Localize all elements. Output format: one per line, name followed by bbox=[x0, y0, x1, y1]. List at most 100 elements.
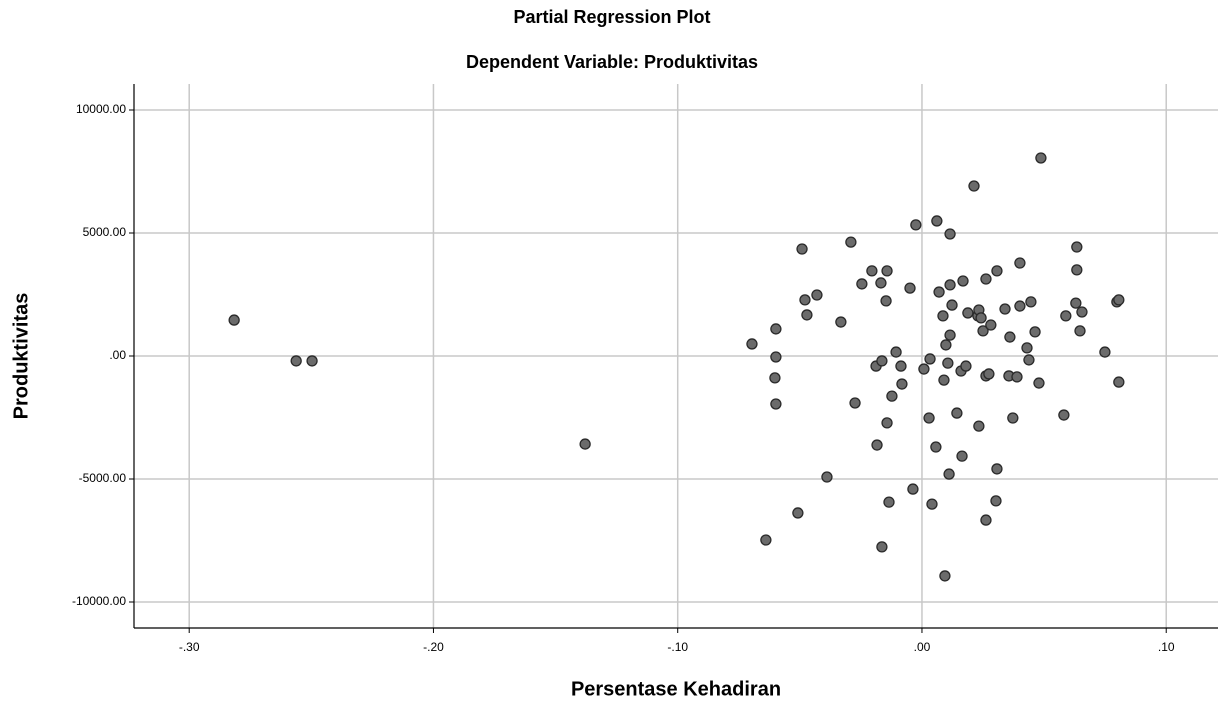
x-tick-label: -.20 bbox=[423, 640, 444, 654]
point bbox=[886, 390, 898, 402]
point bbox=[883, 496, 895, 508]
point bbox=[930, 441, 942, 453]
point bbox=[944, 329, 956, 341]
x-tick-label: -.10 bbox=[667, 640, 688, 654]
point bbox=[933, 286, 945, 298]
point bbox=[760, 534, 772, 546]
point bbox=[1011, 371, 1023, 383]
point bbox=[890, 346, 902, 358]
point bbox=[960, 360, 972, 372]
point bbox=[579, 438, 591, 450]
point bbox=[907, 483, 919, 495]
point bbox=[931, 215, 943, 227]
point bbox=[1033, 377, 1045, 389]
point bbox=[923, 412, 935, 424]
point bbox=[769, 372, 781, 384]
point bbox=[937, 310, 949, 322]
point bbox=[866, 265, 878, 277]
point bbox=[792, 507, 804, 519]
point bbox=[1025, 296, 1037, 308]
point bbox=[1070, 297, 1082, 309]
point bbox=[938, 374, 950, 386]
point bbox=[746, 338, 758, 350]
point bbox=[770, 398, 782, 410]
point bbox=[835, 316, 847, 328]
point bbox=[228, 314, 240, 326]
point bbox=[821, 471, 833, 483]
point bbox=[1058, 409, 1070, 421]
y-tick-label: -5000.00 bbox=[79, 471, 127, 485]
point bbox=[1071, 241, 1083, 253]
point bbox=[975, 312, 987, 324]
point bbox=[871, 439, 883, 451]
chart-subtitle: Dependent Variable: Produktivitas bbox=[466, 52, 758, 72]
point bbox=[896, 378, 908, 390]
point bbox=[924, 353, 936, 365]
point bbox=[770, 323, 782, 335]
y-tick-label: -10000.00 bbox=[72, 594, 126, 608]
point bbox=[942, 357, 954, 369]
point bbox=[845, 236, 857, 248]
point bbox=[951, 407, 963, 419]
point bbox=[1023, 354, 1035, 366]
y-axis-label: Produktivitas bbox=[10, 293, 32, 420]
point bbox=[977, 325, 989, 337]
point bbox=[939, 570, 951, 582]
point bbox=[796, 243, 808, 255]
point bbox=[306, 355, 318, 367]
point bbox=[799, 294, 811, 306]
point bbox=[1113, 294, 1125, 306]
point bbox=[1014, 300, 1026, 312]
point bbox=[881, 265, 893, 277]
y-tick-label: 10000.00 bbox=[76, 102, 126, 116]
point bbox=[1071, 264, 1083, 276]
point bbox=[895, 360, 907, 372]
point bbox=[880, 295, 892, 307]
point bbox=[973, 420, 985, 432]
point bbox=[1021, 342, 1033, 354]
point bbox=[849, 397, 861, 409]
point bbox=[881, 417, 893, 429]
point bbox=[875, 277, 887, 289]
point bbox=[985, 319, 997, 331]
y-tick-label: .00 bbox=[109, 348, 126, 362]
x-tick-label: .10 bbox=[1158, 640, 1175, 654]
point bbox=[1060, 310, 1072, 322]
point bbox=[991, 463, 1003, 475]
point bbox=[910, 219, 922, 231]
point bbox=[956, 450, 968, 462]
point bbox=[856, 278, 868, 290]
x-axis-label: Persentase Kehadiran bbox=[571, 678, 781, 700]
point bbox=[1014, 257, 1026, 269]
point bbox=[991, 265, 1003, 277]
point bbox=[876, 541, 888, 553]
point bbox=[1074, 325, 1086, 337]
point bbox=[944, 279, 956, 291]
point bbox=[946, 299, 958, 311]
point bbox=[999, 303, 1011, 315]
point bbox=[811, 289, 823, 301]
point bbox=[1099, 346, 1111, 358]
point bbox=[983, 368, 995, 380]
y-tick-label: 5000.00 bbox=[83, 225, 127, 239]
point bbox=[1076, 306, 1088, 318]
point bbox=[926, 498, 938, 510]
point bbox=[968, 180, 980, 192]
point bbox=[957, 275, 969, 287]
point bbox=[770, 351, 782, 363]
point bbox=[801, 309, 813, 321]
point bbox=[1113, 376, 1125, 388]
point bbox=[990, 495, 1002, 507]
point bbox=[980, 514, 992, 526]
point bbox=[940, 339, 952, 351]
point bbox=[962, 307, 974, 319]
point bbox=[980, 273, 992, 285]
point bbox=[904, 282, 916, 294]
point bbox=[876, 355, 888, 367]
point bbox=[943, 468, 955, 480]
point bbox=[1004, 331, 1016, 343]
point bbox=[1035, 152, 1047, 164]
point bbox=[1007, 412, 1019, 424]
chart-title: Partial Regression Plot bbox=[513, 7, 710, 27]
